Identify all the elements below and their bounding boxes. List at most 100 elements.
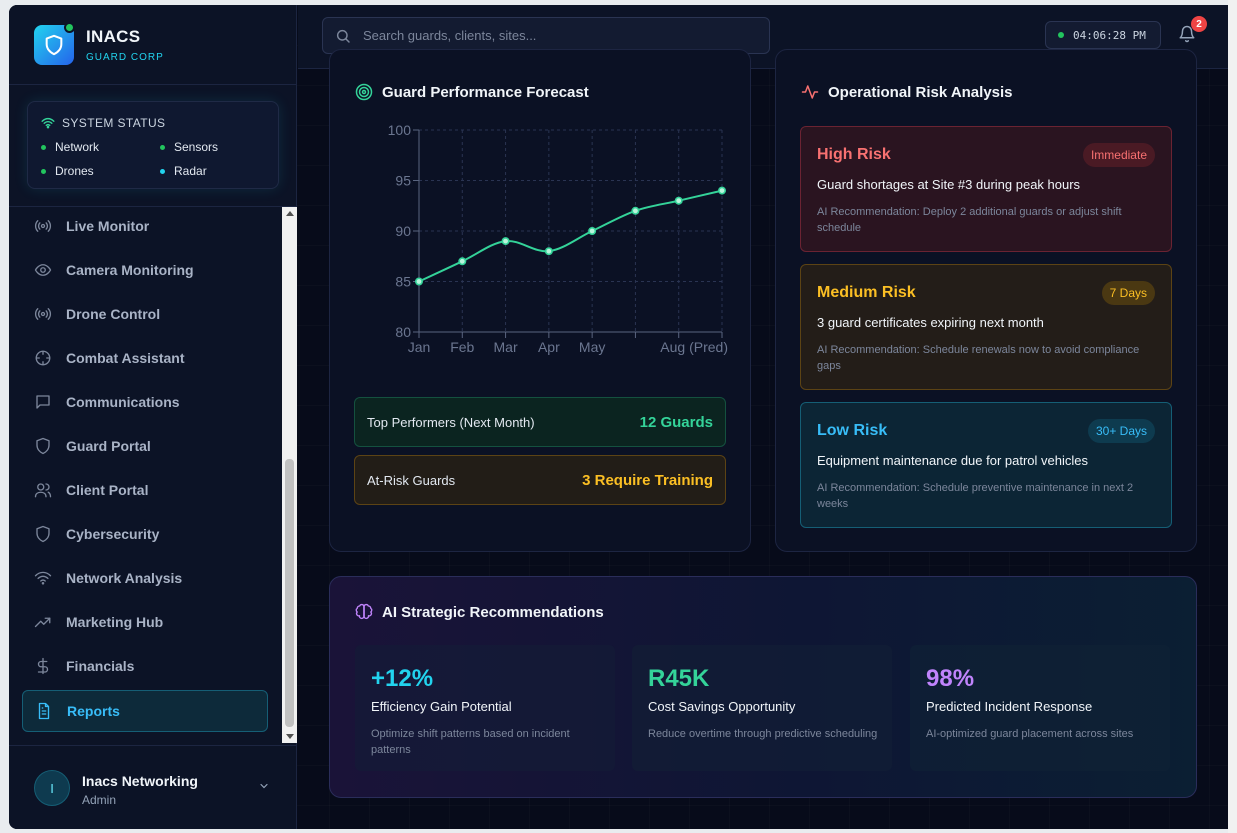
risk-description: Guard shortages at Site #3 during peak h… [817, 177, 1081, 192]
sidebar-item-reports[interactable]: Reports [22, 690, 268, 732]
data-point [458, 257, 467, 266]
online-indicator [64, 22, 75, 33]
ai-recommendations-card: AI Strategic Recommendations +12% Effici… [329, 576, 1197, 798]
brand-name: INACS [86, 27, 141, 46]
risk-item-high: High Risk Immediate Guard shortages at S… [800, 126, 1172, 252]
chevron-down-icon[interactable] [258, 780, 270, 792]
risk-level: High Risk [817, 146, 891, 163]
forecast-heading: Guard Performance Forecast [355, 83, 589, 101]
data-point [717, 186, 726, 195]
recommendation-value: R45K [648, 665, 710, 692]
sidebar-item-label: Reports [67, 703, 120, 719]
brand-subtitle: GUARD CORP [86, 52, 164, 63]
status-radar: Radar [160, 164, 207, 178]
user-profile[interactable]: I Inacs Networking Admin [9, 745, 297, 829]
risk-recommendation: AI Recommendation: Deploy 2 additional g… [817, 206, 1122, 234]
sidebar-scrollbar[interactable] [282, 207, 297, 743]
status-dot [41, 168, 46, 174]
clock-status-dot [1058, 32, 1064, 38]
recommendation-value: +12% [371, 665, 434, 692]
search-icon [336, 29, 350, 43]
sidebar-item-financials[interactable]: Financials [22, 646, 268, 686]
sidebar-item-communications[interactable]: Communications [22, 382, 268, 422]
scrollbar-thumb[interactable] [285, 459, 294, 727]
sidebar-item-client-portal[interactable]: Client Portal [22, 470, 268, 510]
sidebar-item-live-monitor[interactable]: Live Monitor [22, 207, 268, 246]
clock-display: 04:06:28 PM [1045, 21, 1161, 49]
user-role: Admin [82, 793, 117, 807]
top-performers-box: Top Performers (Next Month) 12 Guards [354, 397, 726, 447]
shield-icon [36, 525, 50, 543]
x-tick-label: Aug (Pred) [660, 339, 728, 355]
system-status-title: SYSTEM STATUS [62, 116, 166, 130]
status-dot [160, 168, 165, 174]
x-tick-label: Jan [408, 339, 431, 355]
avatar: I [34, 770, 70, 806]
sidebar-item-camera-monitoring[interactable]: Camera Monitoring [22, 250, 268, 290]
forecast-chart: 80 85 90 95 100 Jan Feb Mar Apr May Aug (Pred) [388, 122, 728, 355]
series-line [418, 189, 723, 283]
risk-tag: 7 Days [1101, 281, 1155, 305]
search-bar[interactable] [322, 17, 770, 54]
ai-recommendations-title: AI Strategic Recommendations [382, 603, 604, 621]
search-input[interactable] [363, 28, 753, 43]
y-tick-label: 100 [388, 122, 412, 138]
system-status-card: SYSTEM STATUS Network Sensors Drones Rad… [27, 101, 279, 189]
at-risk-label: At-Risk Guards [367, 472, 456, 488]
risk-card: Operational Risk Analysis High Risk Imme… [775, 49, 1197, 552]
risk-description: 3 guard certificates expiring next month [817, 315, 1044, 330]
app-window: INACS GUARD CORP SYSTEM STATUS Network S… [9, 5, 1229, 829]
y-tick-label: 95 [395, 173, 411, 189]
scroll-down-arrow[interactable] [286, 734, 294, 739]
y-tick-label: 90 [395, 223, 411, 239]
forecast-title: Guard Performance Forecast [382, 83, 589, 101]
divider [9, 206, 297, 207]
x-tick-label: Apr [538, 339, 560, 355]
y-tick-label: 85 [395, 274, 411, 290]
sidebar-item-drone-control[interactable]: Drone Control [22, 294, 268, 334]
recommendation-efficiency: +12% Efficiency Gain Potential Optimize … [355, 645, 615, 771]
recommendation-label: Cost Savings Opportunity [648, 699, 796, 714]
status-network: Network [41, 140, 99, 154]
wifi-icon [34, 571, 52, 585]
sidebar-item-label: Marketing Hub [66, 614, 164, 630]
recommendation-description: Optimize shift patterns based on inciden… [371, 728, 570, 756]
top-header: 04:06:28 PM 2 [298, 5, 1229, 69]
recommendation-label: Efficiency Gain Potential [371, 699, 512, 714]
status-drones: Drones [41, 164, 94, 178]
shield-icon [36, 437, 50, 455]
system-status-heading: SYSTEM STATUS [41, 116, 165, 130]
sidebar-item-network-analysis[interactable]: Network Analysis [22, 558, 268, 598]
sidebar-item-label: Client Portal [66, 482, 149, 498]
chat-icon [36, 395, 50, 409]
sidebar-nav: Live Monitor Camera Monitoring Drone Con… [9, 207, 281, 743]
sidebar-item-label: Communications [66, 394, 180, 410]
sidebar-item-cybersecurity[interactable]: Cybersecurity [22, 514, 268, 554]
notification-badge[interactable]: 2 [1191, 16, 1207, 32]
risk-tag: 30+ Days [1087, 419, 1155, 443]
top-performers-value: 12 Guards [639, 413, 713, 431]
wifi-icon [41, 117, 55, 129]
risk-item-low: Low Risk 30+ Days Equipment maintenance … [800, 402, 1172, 528]
eye-icon [34, 264, 52, 276]
recommendation-description: AI-optimized guard placement across site… [926, 728, 1134, 740]
page-scrollbar[interactable] [1228, 0, 1237, 833]
recommendation-description: Reduce overtime through predictive sched… [648, 728, 878, 740]
scroll-up-arrow[interactable] [286, 211, 294, 216]
data-point [631, 206, 640, 215]
sidebar-item-marketing-hub[interactable]: Marketing Hub [22, 602, 268, 642]
sidebar-item-combat-assistant[interactable]: Combat Assistant [22, 338, 268, 378]
user-name: Inacs Networking [82, 773, 198, 789]
data-point [588, 227, 597, 236]
bell-icon[interactable] [1178, 25, 1196, 43]
sidebar-item-guard-portal[interactable]: Guard Portal [22, 426, 268, 466]
risk-title: Operational Risk Analysis [828, 83, 1013, 101]
risk-level: Medium Risk [817, 284, 916, 301]
data-point [674, 196, 683, 205]
sidebar-item-label: Guard Portal [66, 438, 151, 454]
dollar-icon [37, 657, 49, 675]
top-performers-label: Top Performers (Next Month) [367, 414, 535, 430]
trending-up-icon [34, 617, 51, 628]
status-label: Network [55, 140, 100, 154]
sidebar-item-label: Network Analysis [66, 570, 183, 586]
